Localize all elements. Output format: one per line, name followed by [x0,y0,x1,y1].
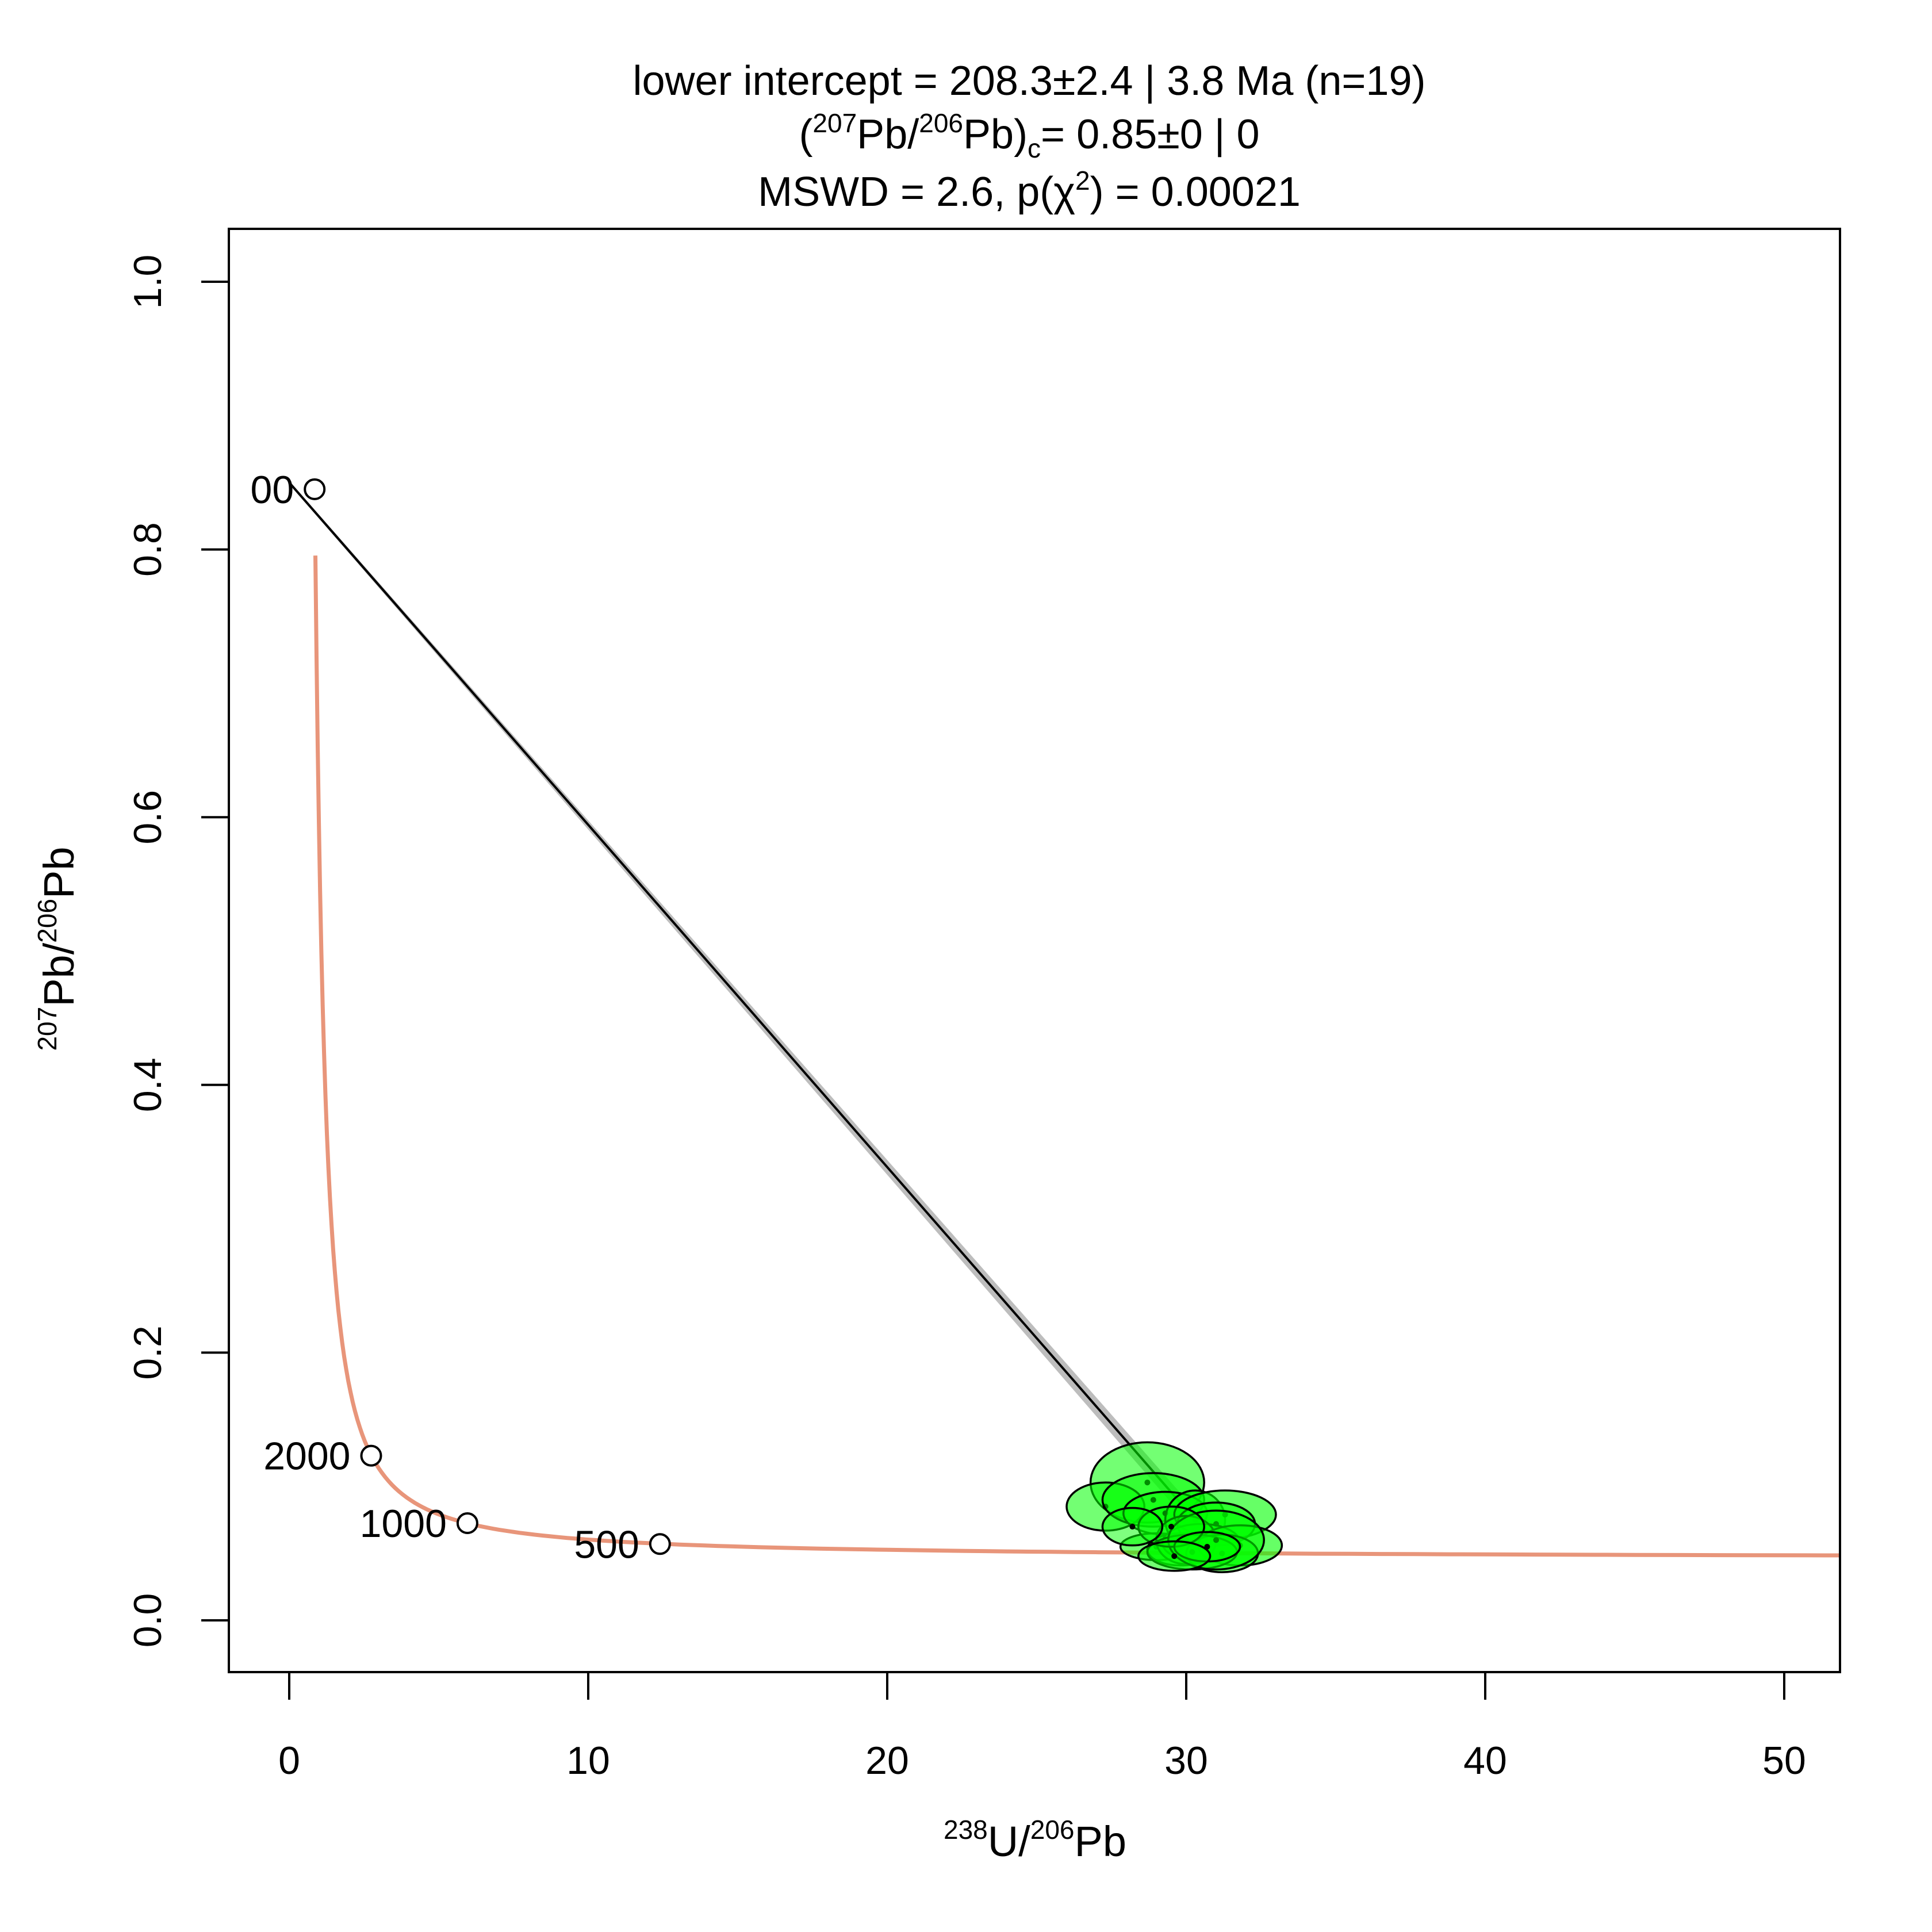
x-tick-label: 30 [1164,1739,1208,1782]
y-tick-label: 0.4 [126,1058,170,1113]
age-label: 1000 [360,1502,447,1546]
x-tick-label: 20 [865,1739,909,1782]
ellipse-layer [1065,1441,1283,1573]
x-tick-label: 40 [1463,1739,1507,1782]
age-marker [456,1512,478,1534]
plot-frame [228,228,1841,1673]
chart-title-line3: MSWD = 2.6, p(χ2) = 0.00021 [758,166,1301,215]
concordia-curve [313,555,1840,1558]
y-tick-label: 1.0 [126,255,170,309]
discordia-layer [288,481,1213,1540]
data-point [1129,1524,1136,1530]
age-marker [649,1533,671,1555]
x-tick-label: 0 [278,1739,300,1782]
data-point [1168,1524,1174,1530]
y-tick-label: 0.6 [126,790,170,845]
y-axis: 0.0 0.2 0.4 0.6 0.8 1.0 [126,255,230,1648]
chart-title-line2: (207Pb/206Pb)c= 0.85±0 | 0 [799,108,1259,163]
age-label: 500 [574,1523,639,1566]
x-tick-label: 10 [566,1739,610,1782]
chart-title-line1: lower intercept = 208.3±2.4 | 3.8 Ma (n=… [632,58,1425,104]
discordia-line [288,481,1208,1534]
age-marker [360,1444,382,1467]
data-point [1171,1553,1178,1559]
y-axis-title: 207Pb/206Pb [32,846,83,1051]
y-tick-label: 0.2 [126,1325,170,1380]
y-tick-label: 0.8 [126,522,170,577]
age-label: 2000 [263,1435,350,1478]
x-axis-title: 238U/206Pb [944,1815,1126,1865]
age-marker [304,478,326,500]
y-tick-label: 0.0 [126,1593,170,1648]
concordia-layer [313,555,1840,1558]
x-axis: 0 10 20 30 40 50 [278,1671,1806,1782]
age-label: 00 [251,468,294,512]
x-tick-label: 50 [1762,1739,1806,1782]
